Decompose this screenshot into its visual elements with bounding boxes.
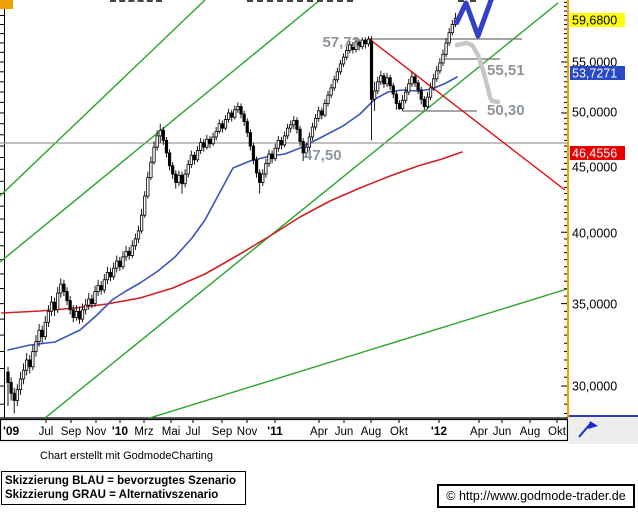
time-axis-label: Mai <box>162 426 181 438</box>
time-axis-label: Jul <box>39 426 54 438</box>
scenario-legend: Skizzierung BLAU = bevorzugtes Szenario … <box>1 471 246 505</box>
time-axis-label: Jun <box>493 426 512 438</box>
legend-line-blue: Skizzierung BLAU = bevorzugtes Szenario <box>5 475 237 487</box>
time-axis-label: Jun <box>335 426 354 438</box>
clipped-title-fragment <box>247 0 353 2</box>
legend-line-gray: Skizzierung GRAU = Alternativszenario <box>5 489 219 501</box>
candlesticks <box>6 12 458 414</box>
time-axis-label: Aug <box>520 426 540 438</box>
clipped-title-fragment <box>458 0 476 2</box>
time-axis-label: Aug <box>361 426 381 438</box>
time-axis-label: Sep <box>212 426 232 438</box>
price-label-highlight <box>570 66 625 80</box>
time-axis-label: '12 <box>431 424 448 438</box>
time-axis-label: Apr <box>310 426 328 438</box>
price-annotations: 57,72 55,51 50,30 47,50 <box>304 34 525 164</box>
website-url-box[interactable]: © http://www.godmode-trader.de <box>437 484 635 508</box>
time-axis-label: Apr <box>470 426 488 438</box>
time-axis-label: Okt <box>548 426 567 438</box>
time-axis-label: Nov <box>86 426 107 438</box>
preferred-scenario-blue-zigzag <box>453 0 494 39</box>
plot-area <box>0 0 568 418</box>
price-axis-label: 53,7271 <box>572 67 617 81</box>
price-axis-label: 46,4556 <box>572 147 617 161</box>
time-axis-label: '10 <box>112 424 129 438</box>
price-label-highlight <box>570 146 625 160</box>
svg-text:55,51: 55,51 <box>487 62 525 79</box>
moving-average-slow-red <box>1 151 463 314</box>
time-axis-label: '09 <box>3 424 20 438</box>
left-axis <box>0 0 5 418</box>
flag-icon[interactable] <box>577 420 599 440</box>
axis-corner-panel <box>569 415 638 444</box>
price-axis-label: 45,0000 <box>572 161 617 175</box>
time-axis-label: Okt <box>390 426 409 438</box>
price-axis-label: 35,0000 <box>572 298 617 312</box>
right-price-axis: 59,680055,000053,727150,000046,455645,00… <box>561 0 625 418</box>
time-axis-label: Mrz <box>134 426 153 438</box>
price-axis-label: 59,6800 <box>572 14 617 28</box>
clipped-title-fragment <box>110 0 162 2</box>
moving-average-fast-blue <box>7 76 458 351</box>
price-label-highlight <box>570 13 625 27</box>
time-axis: '09 Jul Sep Nov '10 Mrz Mai Jul Sep Nov '11 Apr Jun A… <box>0 417 569 442</box>
price-axis-label: 50,0000 <box>572 106 617 120</box>
alternative-scenario-gray-path <box>454 40 501 105</box>
time-axis-label: Nov <box>237 426 258 438</box>
svg-text:57,72: 57,72 <box>322 34 360 51</box>
sr-level-lines <box>368 38 522 112</box>
corner-marker <box>0 0 13 9</box>
svg-text:47,50: 47,50 <box>304 147 342 164</box>
time-axis-label: '11 <box>267 424 283 438</box>
time-axis-label: Sep <box>61 426 81 438</box>
price-axis-label: 30,0000 <box>572 380 617 394</box>
website-url[interactable]: © http://www.godmode-trader.de <box>446 489 626 503</box>
red-downtrend-line <box>367 37 566 191</box>
svg-text:50,30: 50,30 <box>487 102 525 119</box>
chart-credit: Chart erstellt mit GodmodeCharting <box>40 450 214 462</box>
time-axis-label: Jul <box>186 426 201 438</box>
price-axis-label: 40,0000 <box>572 227 617 241</box>
